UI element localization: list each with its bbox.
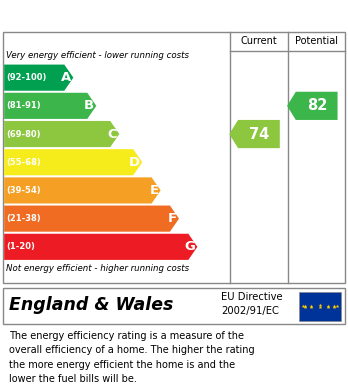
Text: F: F <box>168 212 177 225</box>
Text: Energy Efficiency Rating: Energy Efficiency Rating <box>9 7 249 25</box>
Polygon shape <box>4 149 142 175</box>
Text: C: C <box>108 127 117 140</box>
Text: (21-38): (21-38) <box>6 214 41 223</box>
Polygon shape <box>4 65 73 91</box>
Text: Not energy efficient - higher running costs: Not energy efficient - higher running co… <box>6 264 189 273</box>
Polygon shape <box>4 234 197 260</box>
Text: (55-68): (55-68) <box>6 158 41 167</box>
Text: (92-100): (92-100) <box>6 73 47 82</box>
Text: 82: 82 <box>307 99 327 113</box>
Text: (39-54): (39-54) <box>6 186 41 195</box>
Text: The energy efficiency rating is a measure of the
overall efficiency of a home. T: The energy efficiency rating is a measur… <box>9 331 254 384</box>
Bar <box>3 288 345 324</box>
Text: 74: 74 <box>250 127 270 142</box>
Text: A: A <box>61 71 71 84</box>
Text: B: B <box>84 99 94 112</box>
Polygon shape <box>4 93 96 119</box>
Text: D: D <box>129 156 140 169</box>
Polygon shape <box>4 178 161 203</box>
Text: Potential: Potential <box>295 36 338 47</box>
Polygon shape <box>229 120 280 148</box>
Text: EU Directive
2002/91/EC: EU Directive 2002/91/EC <box>221 292 283 316</box>
Polygon shape <box>4 121 119 147</box>
Polygon shape <box>287 92 338 120</box>
Text: (1-20): (1-20) <box>6 242 35 251</box>
Polygon shape <box>4 206 179 232</box>
Text: G: G <box>184 240 195 253</box>
Text: England & Wales: England & Wales <box>9 296 173 314</box>
Text: (81-91): (81-91) <box>6 101 41 110</box>
Text: E: E <box>149 184 159 197</box>
Text: Current: Current <box>240 36 277 47</box>
Text: (69-80): (69-80) <box>6 129 41 138</box>
Bar <box>299 292 341 321</box>
Text: Very energy efficient - lower running costs: Very energy efficient - lower running co… <box>6 51 189 60</box>
